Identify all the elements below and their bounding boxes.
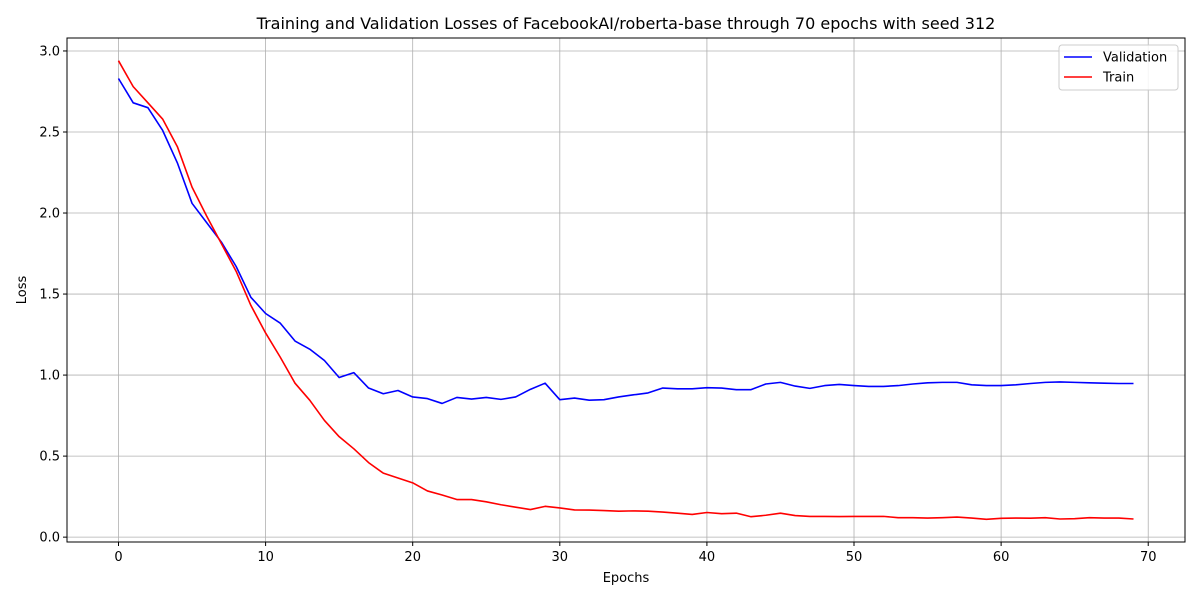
x-tick-label: 50 bbox=[846, 550, 863, 565]
grid bbox=[67, 38, 1185, 542]
x-tick-label: 30 bbox=[552, 550, 569, 565]
y-tick-label: 1.5 bbox=[39, 288, 60, 303]
y-tick-label: 2.5 bbox=[39, 125, 60, 140]
y-tick-label: 0.0 bbox=[39, 531, 60, 546]
plot-frame bbox=[66, 37, 1186, 543]
x-tick-label: 70 bbox=[1140, 550, 1157, 565]
series-line-validation bbox=[117, 78, 1134, 405]
legend-label-train: Train bbox=[1102, 71, 1134, 86]
series-lines bbox=[117, 60, 1134, 521]
x-tick-label: 10 bbox=[257, 550, 274, 565]
x-tick-label: 40 bbox=[699, 550, 716, 565]
series-line-train bbox=[117, 60, 1134, 521]
x-tick-label: 60 bbox=[993, 550, 1010, 565]
y-axis-title: Loss bbox=[15, 276, 30, 305]
x-tick-label: 20 bbox=[404, 550, 421, 565]
legend-label-validation: Validation bbox=[1103, 51, 1167, 66]
legend: Validation Train bbox=[1058, 44, 1179, 91]
y-tick-label: 2.0 bbox=[39, 207, 60, 222]
chart-title: Training and Validation Losses of Facebo… bbox=[256, 14, 996, 33]
y-tick-label: 0.5 bbox=[39, 450, 60, 465]
x-axis-title: Epochs bbox=[603, 571, 650, 586]
x-tick-label: 0 bbox=[114, 550, 122, 565]
y-tick-label: 3.0 bbox=[39, 44, 60, 59]
y-tick-label: 1.0 bbox=[39, 369, 60, 384]
axis-ticks: 0 10 20 30 40 50 60 70 0.0 0.5 1.0 1.5 2.0 2.5 3.0 bbox=[39, 44, 1156, 565]
